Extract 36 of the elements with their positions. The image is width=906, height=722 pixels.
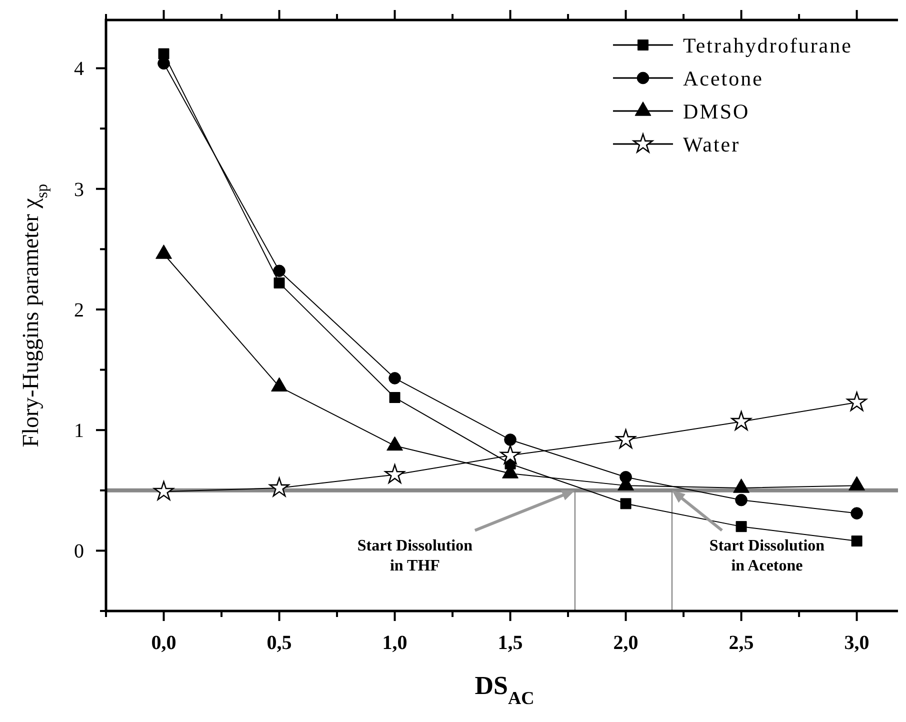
point — [389, 392, 400, 404]
x-tick-label: 2,0 — [613, 632, 638, 654]
x-tick-label: 2,5 — [728, 632, 754, 654]
point — [384, 464, 405, 484]
x-tick-label: 0,5 — [266, 632, 292, 654]
point — [616, 429, 636, 448]
y-tick-label: 0 — [74, 540, 84, 563]
point — [735, 494, 748, 506]
x-tick-label: 0,0 — [151, 632, 176, 654]
y-tick-label: 4 — [74, 58, 84, 80]
x-tick-label: 1,0 — [382, 632, 408, 654]
point — [850, 507, 863, 520]
y-tick-label: 1 — [74, 420, 84, 442]
point — [273, 264, 286, 278]
point — [154, 481, 174, 500]
x-tick-label: 1,5 — [498, 632, 523, 654]
point — [851, 536, 862, 547]
point — [388, 372, 401, 384]
point — [269, 477, 290, 497]
point — [731, 411, 752, 430]
point — [500, 444, 520, 464]
annotation: Start Dissolution in THF — [357, 537, 473, 574]
point — [504, 434, 516, 446]
point — [274, 277, 285, 288]
legend-label: Tetrahydrofurane — [683, 33, 852, 58]
point — [620, 498, 632, 510]
y-tick-label: 3 — [74, 178, 84, 201]
x-tick-label: 3,0 — [844, 632, 870, 654]
annotation: Start Dissolution in Acetone — [709, 537, 825, 574]
legend-label: Water — [683, 132, 740, 156]
point — [846, 392, 867, 411]
legend-label: DMSO — [683, 99, 750, 124]
legend-label: Acetone — [683, 66, 764, 90]
x-axis-title: DS$_{AC}$ — [474, 671, 534, 708]
y-tick-label: 2 — [74, 299, 84, 322]
point — [736, 521, 747, 532]
